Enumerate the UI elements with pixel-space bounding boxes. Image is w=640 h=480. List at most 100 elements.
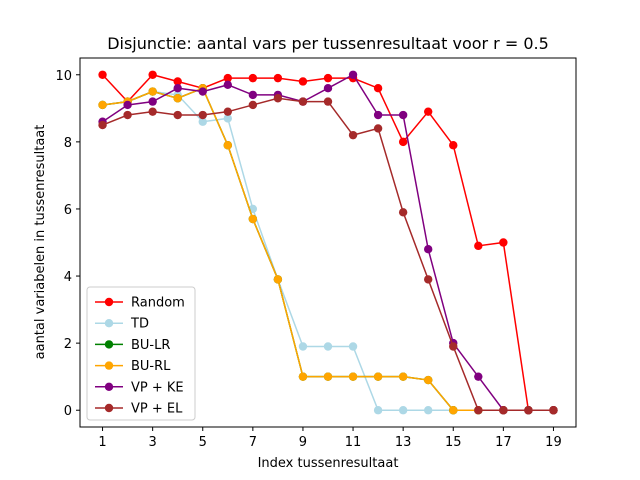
data-point bbox=[373, 372, 383, 381]
series-vp-el bbox=[98, 94, 558, 415]
data-point bbox=[223, 114, 232, 123]
data-point bbox=[298, 97, 308, 106]
legend-item: BU-LR bbox=[95, 338, 170, 353]
data-point bbox=[323, 372, 333, 381]
data-point bbox=[173, 94, 182, 103]
y-axis-ticks: 0 2 4 6 8 10 bbox=[55, 69, 80, 419]
data-point bbox=[549, 406, 558, 415]
data-point bbox=[398, 110, 408, 120]
data-point bbox=[298, 342, 308, 351]
data-point bbox=[223, 107, 232, 116]
legend-marker bbox=[104, 361, 114, 370]
data-point bbox=[248, 73, 258, 83]
data-point bbox=[273, 73, 283, 83]
data-point bbox=[474, 372, 483, 381]
legend-marker bbox=[104, 340, 114, 349]
data-point bbox=[323, 97, 333, 106]
x-tick-label: 13 bbox=[395, 435, 412, 450]
legend-item: VP + KE bbox=[95, 380, 184, 395]
data-point bbox=[198, 117, 207, 126]
data-point bbox=[323, 83, 333, 93]
y-tick-label: 6 bbox=[64, 203, 72, 218]
legend-item: BU-RL bbox=[95, 359, 171, 374]
y-tick-label: 0 bbox=[64, 404, 72, 419]
data-point bbox=[424, 375, 433, 385]
data-point bbox=[424, 107, 433, 116]
legend-item: TD bbox=[95, 317, 149, 332]
legend-label: VP + EL bbox=[131, 402, 183, 417]
data-point bbox=[373, 110, 383, 120]
chart-title: Disjunctie: aantal vars per tussenresult… bbox=[107, 34, 549, 53]
data-point bbox=[148, 70, 157, 79]
y-axis-label: aantal variabelen in tussenresultaat bbox=[33, 125, 48, 360]
data-point bbox=[373, 406, 383, 415]
x-tick-label: 19 bbox=[545, 435, 562, 450]
data-point bbox=[323, 73, 333, 83]
data-point bbox=[348, 70, 358, 79]
legend-label: Random bbox=[131, 296, 185, 311]
data-point bbox=[173, 77, 182, 86]
data-point bbox=[348, 372, 358, 381]
x-tick-label: 7 bbox=[249, 435, 257, 450]
data-point bbox=[398, 208, 408, 217]
x-tick-label: 3 bbox=[149, 435, 157, 450]
legend-marker bbox=[104, 382, 114, 391]
data-point bbox=[499, 406, 508, 415]
data-point bbox=[148, 97, 157, 106]
data-point bbox=[273, 275, 283, 284]
plot-frame bbox=[79, 57, 577, 428]
data-point bbox=[248, 100, 258, 110]
data-point bbox=[449, 406, 458, 415]
data-point bbox=[223, 80, 232, 90]
legend-item: Random bbox=[95, 296, 185, 311]
data-point bbox=[298, 372, 308, 381]
data-point bbox=[173, 83, 182, 93]
data-point bbox=[398, 137, 408, 147]
data-point bbox=[98, 100, 107, 110]
data-point bbox=[373, 124, 383, 133]
x-tick-label: 11 bbox=[345, 435, 362, 450]
data-point bbox=[298, 77, 308, 86]
data-point bbox=[373, 83, 383, 93]
data-point bbox=[248, 214, 258, 224]
data-point bbox=[123, 110, 132, 120]
data-point bbox=[323, 342, 333, 351]
data-point bbox=[524, 406, 533, 415]
data-point bbox=[273, 94, 283, 103]
data-point bbox=[424, 406, 433, 415]
data-point bbox=[223, 141, 232, 150]
data-point bbox=[398, 372, 408, 381]
data-point bbox=[173, 110, 182, 120]
legend: Random TD BU-LR BU-RL VP + KE VP + EL bbox=[86, 286, 196, 421]
legend-label: BU-RL bbox=[131, 359, 171, 374]
data-point bbox=[398, 406, 408, 415]
legend-label: VP + KE bbox=[131, 380, 184, 395]
legend-marker bbox=[104, 403, 114, 413]
data-point bbox=[474, 241, 483, 251]
y-tick-label: 10 bbox=[55, 69, 72, 84]
x-tick-label: 1 bbox=[98, 435, 106, 450]
data-point bbox=[223, 73, 232, 83]
data-point bbox=[348, 342, 358, 351]
legend-item: VP + EL bbox=[95, 402, 183, 417]
y-tick-label: 4 bbox=[64, 270, 72, 285]
data-point bbox=[123, 100, 132, 110]
data-point bbox=[198, 110, 207, 120]
x-tick-label: 5 bbox=[199, 435, 207, 450]
data-point bbox=[248, 90, 258, 100]
data-point bbox=[449, 141, 458, 150]
legend-label: BU-LR bbox=[131, 338, 170, 353]
data-point bbox=[474, 406, 483, 415]
data-point bbox=[148, 87, 157, 96]
series-random bbox=[98, 70, 558, 415]
legend-marker bbox=[104, 297, 114, 307]
data-point bbox=[148, 107, 157, 116]
legend-label: TD bbox=[130, 317, 149, 332]
data-point bbox=[348, 130, 358, 140]
data-point bbox=[449, 342, 458, 351]
x-axis-ticks: 1 3 5 7 9 11 13 15 17 19 bbox=[98, 427, 562, 450]
data-point bbox=[424, 275, 433, 284]
legend-marker bbox=[104, 319, 114, 328]
y-tick-label: 2 bbox=[64, 337, 72, 352]
